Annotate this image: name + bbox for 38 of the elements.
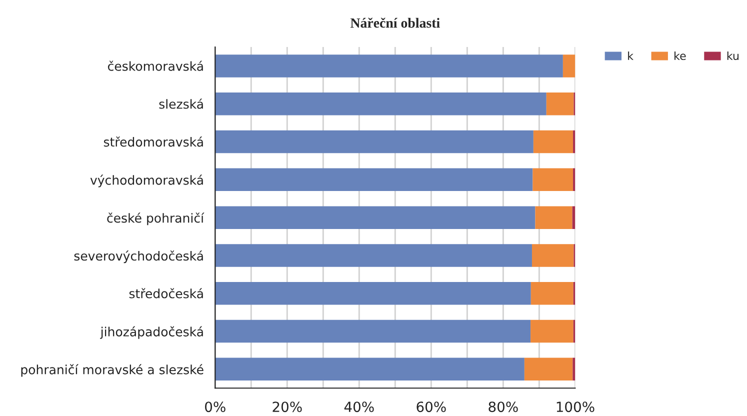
bar [215, 92, 546, 116]
bar [562, 54, 576, 78]
legend-label: k [628, 51, 634, 60]
x-tick-label: 80% [488, 402, 518, 412]
bar [546, 92, 574, 116]
legend-label: ke [674, 51, 686, 60]
y-tick-label: severovýchodočeská [74, 250, 203, 264]
x-tick-label: 40% [344, 402, 374, 412]
y-tick-label: pohraničí moravské a slezské [21, 364, 204, 377]
bar [533, 130, 574, 154]
bar [532, 244, 574, 267]
y-tick-label: východomoravská [90, 174, 203, 188]
bar [572, 358, 576, 381]
bar [215, 168, 533, 192]
bar [524, 358, 573, 381]
bar [215, 54, 563, 78]
chart-title: Nářeční oblasti [350, 18, 440, 28]
bar [530, 320, 574, 343]
y-tick-label: slezská [159, 98, 203, 109]
y-tick-label: středomoravská [104, 136, 203, 147]
bar [215, 282, 531, 305]
bar [530, 282, 574, 305]
x-tick-label: 60% [416, 402, 446, 412]
bar [215, 358, 524, 381]
bar [535, 206, 572, 229]
legend-label: ku [727, 51, 738, 60]
bar [215, 320, 531, 343]
y-tick-label: české pohraničí [107, 212, 204, 226]
x-tick-label: 20% [272, 402, 302, 412]
x-tick-label: 0% [205, 402, 226, 412]
x-tick-label: 100% [556, 402, 594, 412]
y-tick-label: středočeská [129, 288, 203, 298]
bar [532, 168, 574, 192]
bar [215, 206, 536, 229]
bar [215, 244, 532, 267]
y-tick-label: českomoravská [108, 60, 203, 71]
y-tick-label: jihozápadočeská [100, 326, 203, 339]
bar [215, 130, 534, 154]
